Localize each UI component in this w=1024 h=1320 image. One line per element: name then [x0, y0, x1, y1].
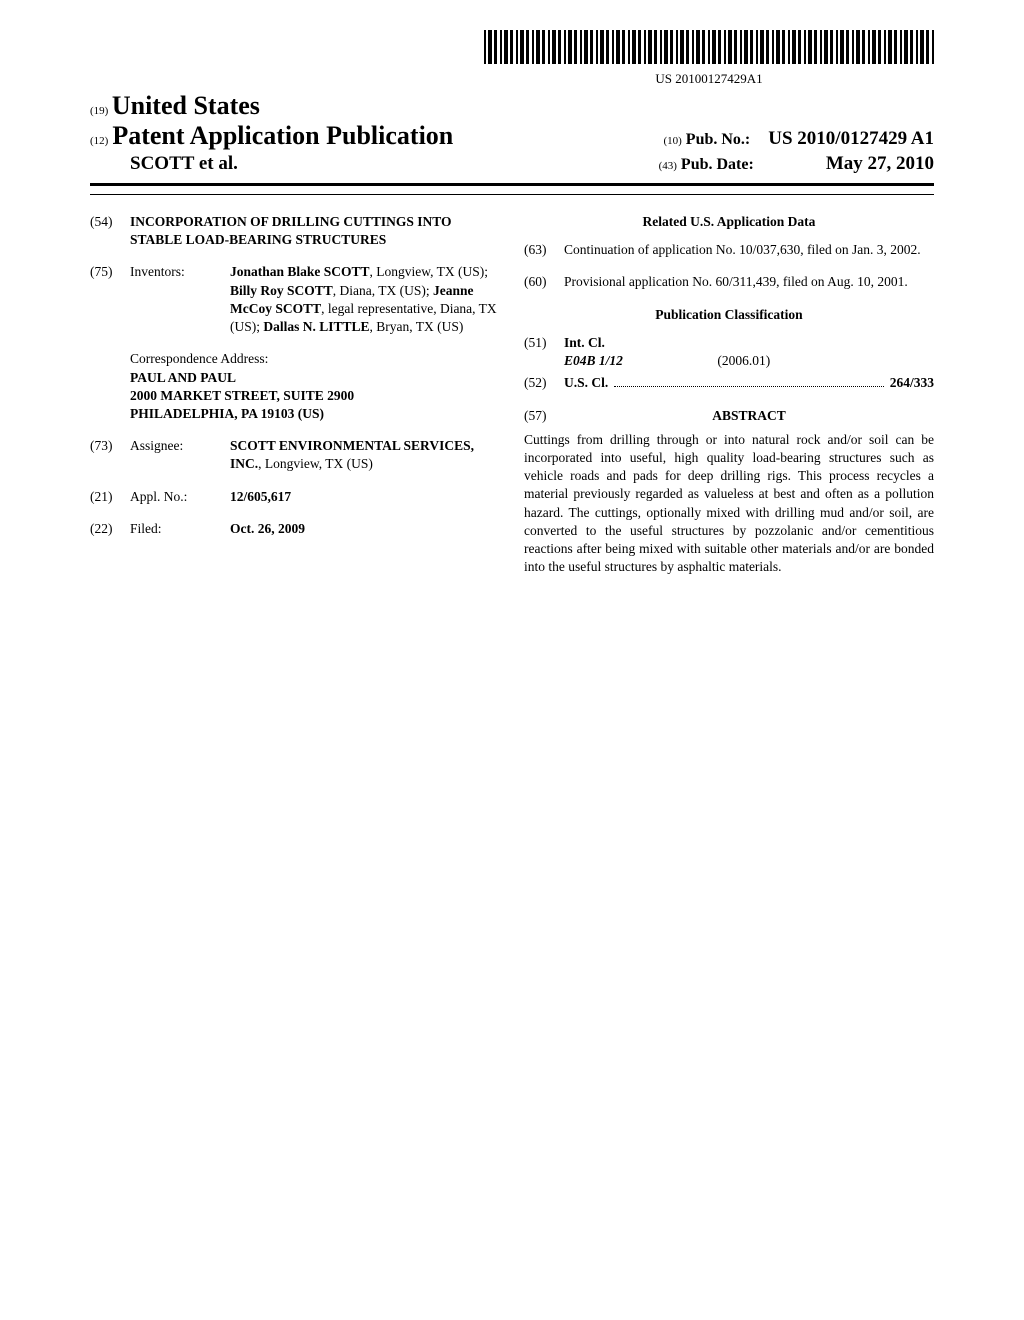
inventors-code: (75)	[90, 263, 130, 336]
corr-line1: PAUL AND PAUL	[130, 369, 500, 387]
pub-type: Patent Application Publication	[112, 121, 453, 150]
assignee-value: SCOTT ENVIRONMENTAL SERVICES, INC., Long…	[230, 437, 500, 473]
title-value: INCORPORATION OF DRILLING CUTTINGS INTO …	[130, 213, 500, 249]
pub-date-code: (43)	[659, 160, 677, 172]
barcode-block: US 20100127429A1	[90, 30, 934, 87]
corr-line3: PHILADELPHIA, PA 19103 (US)	[130, 405, 500, 423]
filed-field: (22) Filed: Oct. 26, 2009	[90, 520, 500, 538]
pub-no-value: US 2010/0127429 A1	[768, 128, 934, 149]
inventors-value: Jonathan Blake SCOTT, Longview, TX (US);…	[230, 263, 500, 336]
country-code: (19)	[90, 105, 108, 117]
abstract-text: Cuttings from drilling through or into n…	[524, 431, 934, 577]
assignee-field: (73) Assignee: SCOTT ENVIRONMENTAL SERVI…	[90, 437, 500, 473]
abstract-code: (57)	[524, 407, 564, 425]
title-field: (54) INCORPORATION OF DRILLING CUTTINGS …	[90, 213, 500, 249]
pub-date-label: Pub. Date:	[681, 156, 754, 173]
intcl-date: (2006.01)	[717, 353, 770, 368]
intcl-field: (51) Int. Cl. E04B 1/12 (2006.01)	[524, 334, 934, 370]
corr-line2: 2000 MARKET STREET, SUITE 2900	[130, 387, 500, 405]
pub-type-code: (12)	[90, 135, 108, 147]
assignee-code: (73)	[90, 437, 130, 473]
uscl-leader-dots	[614, 378, 883, 387]
left-column: (54) INCORPORATION OF DRILLING CUTTINGS …	[90, 213, 500, 577]
applno-code: (21)	[90, 488, 130, 506]
patent-cover-page: US 20100127429A1 (19) United States (12)…	[0, 0, 1024, 1320]
applno-value: 12/605,617	[230, 488, 500, 506]
pub-no-label: Pub. No.:	[686, 131, 750, 148]
provisional-field: (60) Provisional application No. 60/311,…	[524, 273, 934, 291]
pub-date-value: May 27, 2010	[826, 153, 934, 174]
barcode-graphic	[484, 30, 934, 64]
assignee-label: Assignee:	[130, 437, 230, 473]
abstract-header: (57) ABSTRACT	[524, 407, 934, 425]
header: (19) United States (12) Patent Applicati…	[90, 91, 934, 175]
uscl-value: 264/333	[890, 374, 934, 392]
country-name: United States	[112, 91, 260, 120]
rule-thick	[90, 183, 934, 186]
related-heading: Related U.S. Application Data	[524, 213, 934, 231]
barcode-label: US 20100127429A1	[484, 71, 934, 87]
inventor-surname: SCOTT et al.	[130, 153, 238, 174]
uscl-label: U.S. Cl.	[564, 374, 608, 392]
inventors-field: (75) Inventors: Jonathan Blake SCOTT, Lo…	[90, 263, 500, 336]
biblio-columns: (54) INCORPORATION OF DRILLING CUTTINGS …	[90, 213, 934, 577]
correspondence-block: Correspondence Address: PAUL AND PAUL 20…	[130, 350, 500, 423]
abstract-label: ABSTRACT	[564, 407, 934, 425]
title-code: (54)	[90, 213, 130, 249]
intcl-symbol: E04B 1/12	[564, 352, 714, 370]
uscl-code: (52)	[524, 374, 564, 392]
classification-heading: Publication Classification	[524, 306, 934, 324]
provisional-text: Provisional application No. 60/311,439, …	[564, 273, 934, 291]
continuation-field: (63) Continuation of application No. 10/…	[524, 241, 934, 259]
applno-label: Appl. No.:	[130, 488, 230, 506]
continuation-code: (63)	[524, 241, 564, 259]
filed-code: (22)	[90, 520, 130, 538]
filed-label: Filed:	[130, 520, 230, 538]
provisional-code: (60)	[524, 273, 564, 291]
continuation-text: Continuation of application No. 10/037,6…	[564, 241, 934, 259]
uscl-field: (52) U.S. Cl. 264/333	[524, 374, 934, 392]
inventors-label: Inventors:	[130, 263, 230, 336]
pub-no-code: (10)	[663, 135, 681, 147]
rule-thin	[90, 194, 934, 195]
intcl-code: (51)	[524, 334, 564, 370]
intcl-label: Int. Cl.	[564, 334, 934, 352]
filed-value: Oct. 26, 2009	[230, 520, 500, 538]
applno-field: (21) Appl. No.: 12/605,617	[90, 488, 500, 506]
right-column: Related U.S. Application Data (63) Conti…	[524, 213, 934, 577]
corr-label: Correspondence Address:	[130, 350, 500, 368]
